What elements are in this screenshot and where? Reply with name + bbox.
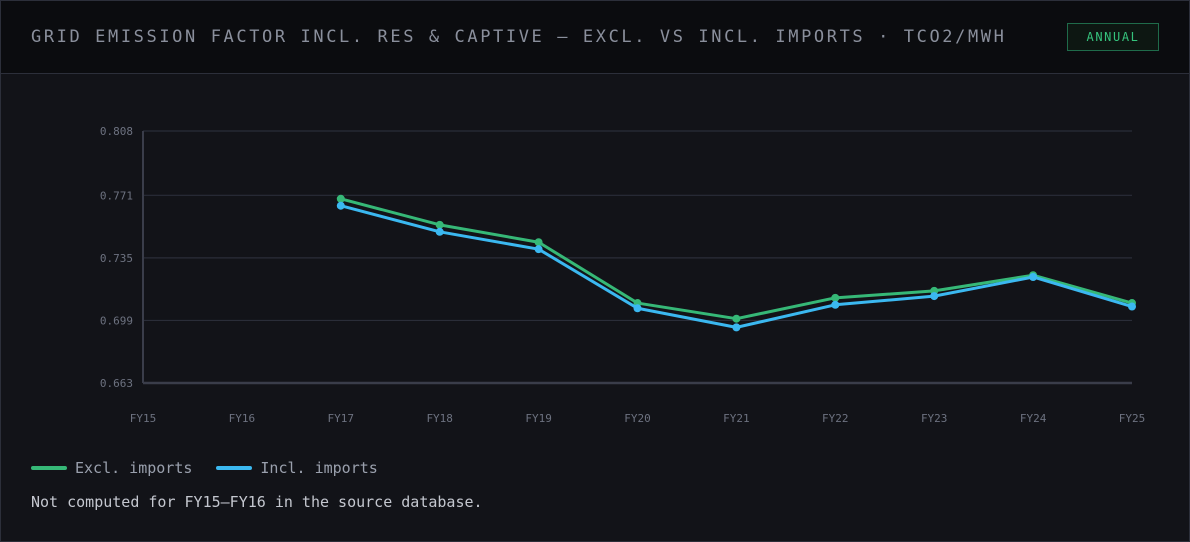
x-tick-label: FY24 — [1020, 412, 1047, 425]
legend: Excl. imports Incl. imports — [31, 459, 402, 477]
series-line-excl-imports — [339, 197, 1134, 321]
legend-swatch-incl — [216, 466, 253, 470]
data-point-incl-imports[interactable] — [633, 304, 642, 313]
data-point-excl-imports[interactable] — [732, 314, 741, 323]
data-point-incl-imports[interactable] — [1128, 302, 1136, 311]
y-tick-label: 0.699 — [100, 314, 133, 327]
annual-badge[interactable]: ANNUAL — [1067, 23, 1159, 51]
data-point-incl-imports[interactable] — [831, 300, 840, 309]
x-tick-label: FY18 — [426, 412, 453, 425]
x-tick-label: FY25 — [1119, 412, 1146, 425]
data-point-incl-imports[interactable] — [732, 323, 741, 332]
legend-label-incl: Incl. imports — [260, 459, 378, 477]
grid-lines — [143, 130, 1132, 322]
x-tick-labels: FY15 FY16 FY17 FY18 FY19 FY20 FY21 FY22 FY23 FY24… — [130, 412, 1146, 425]
x-tick-label: FY16 — [229, 412, 256, 425]
series — [336, 194, 1136, 332]
series-line-incl-imports — [339, 204, 1134, 329]
x-tick-label: FY20 — [624, 412, 651, 425]
x-tick-label: FY22 — [822, 412, 849, 425]
legend-item-incl[interactable]: Incl. imports — [216, 459, 378, 477]
y-tick-label: 0.808 — [100, 125, 133, 138]
x-tick-label: FY15 — [130, 412, 157, 425]
panel-header: GRID EMISSION FACTOR INCL. RES & CAPTIVE… — [1, 1, 1189, 74]
data-point-incl-imports[interactable] — [336, 201, 345, 210]
y-tick-label: 0.771 — [100, 189, 133, 202]
chart-title: GRID EMISSION FACTOR INCL. RES & CAPTIVE… — [31, 27, 1007, 47]
data-point-incl-imports[interactable] — [534, 245, 543, 254]
data-point-incl-imports[interactable] — [930, 292, 939, 301]
y-tick-labels: 0.808 0.771 0.735 0.699 0.663 — [100, 125, 133, 390]
data-point-incl-imports[interactable] — [1029, 272, 1038, 281]
data-point-excl-imports[interactable] — [831, 293, 840, 302]
axes — [142, 131, 1132, 385]
y-tick-label: 0.735 — [100, 252, 133, 265]
x-tick-label: FY19 — [525, 412, 552, 425]
data-point-incl-imports[interactable] — [435, 227, 444, 236]
y-tick-label: 0.663 — [100, 377, 133, 390]
x-tick-label: FY21 — [723, 412, 750, 425]
x-tick-label: FY17 — [328, 412, 355, 425]
legend-item-excl[interactable]: Excl. imports — [31, 459, 192, 477]
x-tick-label: FY23 — [921, 412, 948, 425]
data-point-excl-imports[interactable] — [534, 238, 543, 247]
data-point-excl-imports[interactable] — [336, 194, 345, 203]
footnote: Not computed for FY15–FY16 in the source… — [31, 493, 483, 511]
data-point-excl-imports[interactable] — [435, 220, 444, 229]
legend-swatch-excl — [31, 466, 67, 470]
legend-label-excl: Excl. imports — [75, 459, 193, 477]
